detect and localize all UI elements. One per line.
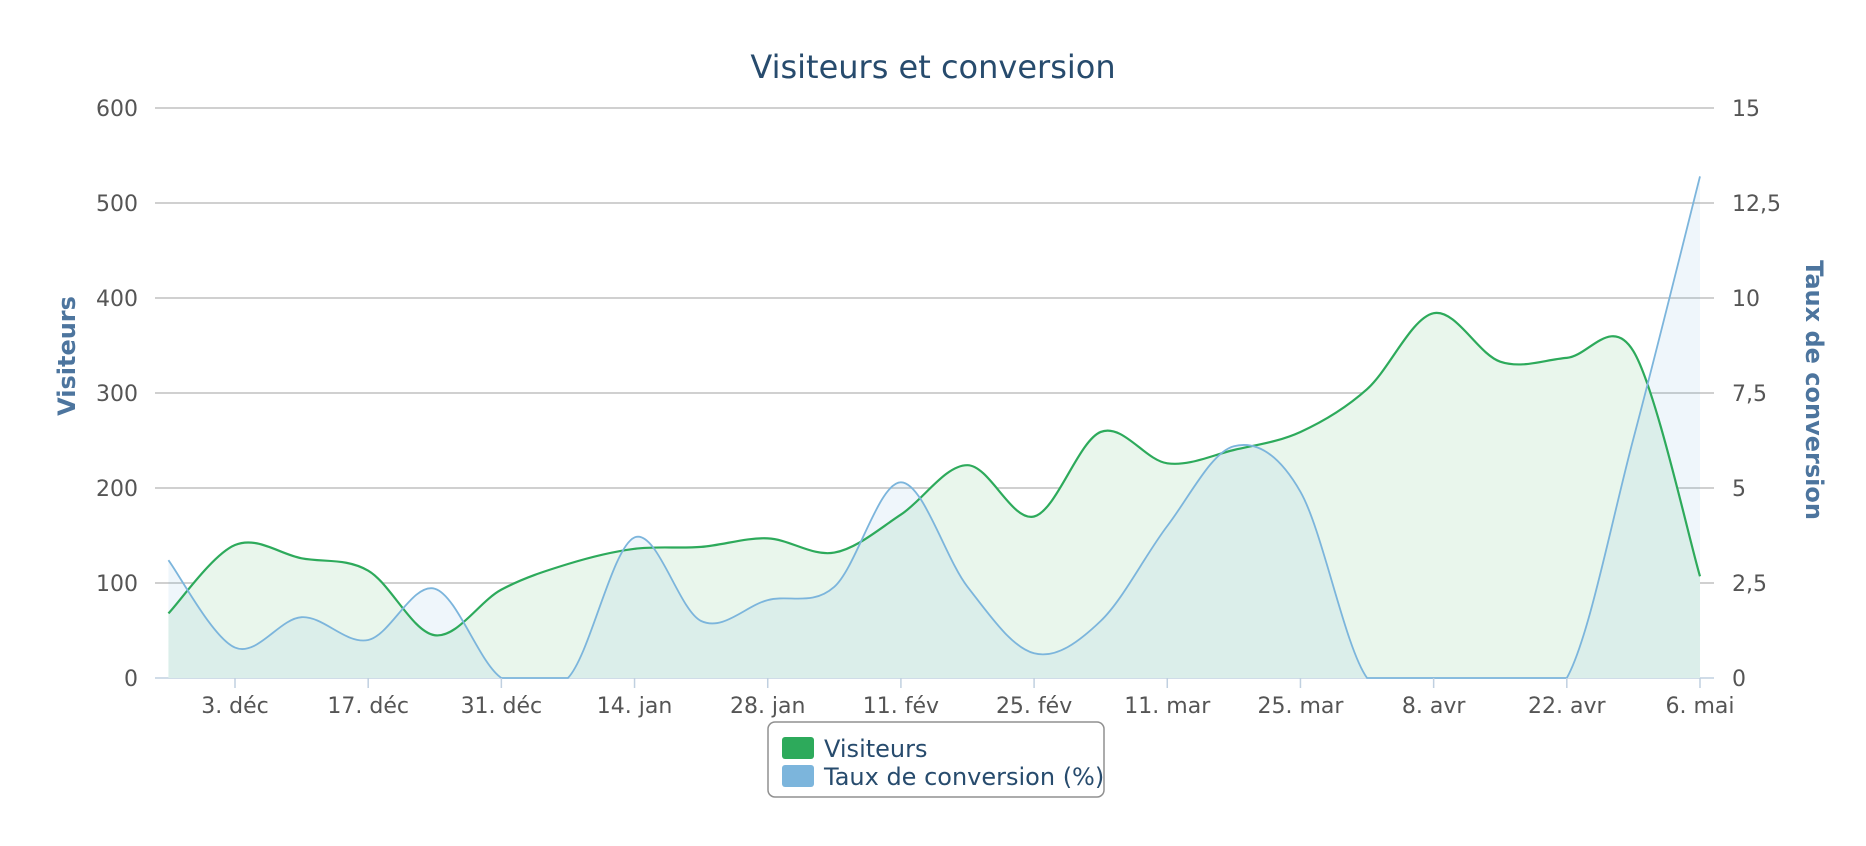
series-area-taux-de-conversion [168,176,1701,678]
legend-label-taux-de-conversion[interactable]: Taux de conversion (%) [823,763,1104,791]
y-left-tick-label: 100 [96,572,138,597]
y-axis-right-title: Taux de conversion [1800,260,1828,520]
series-area-visiteurs [168,312,1701,678]
x-tick-label: 11. fév [863,694,939,719]
y-left-tick-label: 0 [124,667,138,692]
y-left-tick-label: 600 [96,97,138,122]
x-tick-label: 6. mai [1665,694,1734,719]
legend-label-visiteurs[interactable]: Visiteurs [824,735,928,763]
x-tick-label: 31. déc [461,694,543,719]
x-tick-label: 28. jan [730,694,806,719]
legend-swatch-visiteurs[interactable] [782,737,814,759]
x-axis: 3. déc 17. déc 31. déc 14. jan 28. jan 11. fé… [201,678,1735,719]
legend-swatch-taux-de-conversion[interactable] [782,765,814,787]
x-tick-label: 14. jan [597,694,673,719]
y-right-tick-label: 10 [1732,287,1760,312]
chart-title: Visiteurs et conversion [750,48,1115,86]
y-axis-right: 0 2,5 5 7,5 10 12,5 15 [1732,97,1781,692]
y-right-tick-label: 2,5 [1732,572,1767,597]
y-left-tick-label: 500 [96,192,138,217]
legend-box [767,721,1105,798]
x-tick-label: 3. déc [201,694,269,719]
y-left-tick-label: 400 [96,287,138,312]
y-right-tick-label: 15 [1732,97,1760,122]
y-axis-left: 0 100 200 300 400 500 600 [96,97,138,692]
series-line-taux-de-conversion[interactable] [167,176,1701,679]
y-axis-left-title: Visiteurs [53,296,81,416]
x-tick-label: 25. fév [996,694,1072,719]
y-right-tick-label: 7,5 [1732,382,1767,407]
legend: Visiteurs Taux de conversion (%) [767,721,1105,798]
y-right-tick-label: 12,5 [1732,192,1781,217]
series-line-visiteurs[interactable] [167,312,1702,637]
series-lines [167,176,1702,679]
y-right-tick-label: 0 [1732,667,1746,692]
y-left-tick-label: 300 [96,382,138,407]
x-tick-label: 11. mar [1124,694,1211,719]
x-tick-label: 25. mar [1257,694,1344,719]
y-left-tick-label: 200 [96,477,138,502]
y-right-tick-label: 5 [1732,477,1746,502]
series-areas [168,176,1701,678]
x-tick-label: 22. avr [1528,694,1606,719]
x-tick-label: 17. déc [327,694,409,719]
x-tick-label: 8. avr [1402,694,1466,719]
